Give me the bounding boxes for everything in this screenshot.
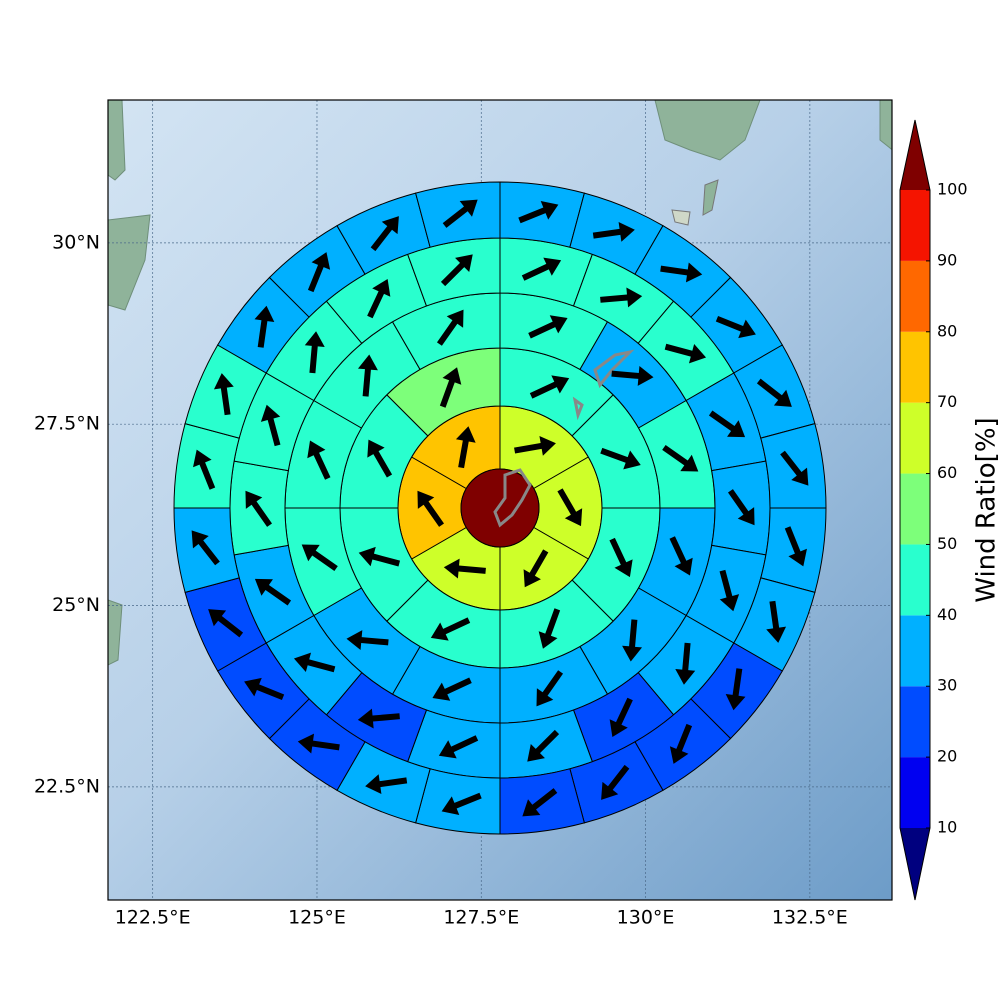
colorbar-segment xyxy=(900,332,930,403)
colorbar-tick-label: 50 xyxy=(937,534,957,553)
y-tick-label: 27.5°N xyxy=(34,413,100,435)
colorbar-segment xyxy=(900,544,930,615)
sectors xyxy=(174,182,826,834)
x-tick-label: 132.5°E xyxy=(772,907,848,929)
y-tick-label: 25°N xyxy=(52,594,100,616)
colorbar: 10 20 30 40 50 60 70 80 90 100 xyxy=(900,120,968,900)
colorbar-tick-label: 40 xyxy=(937,605,957,624)
y-tick-label: 22.5°N xyxy=(34,775,100,797)
colorbar-tick-label: 10 xyxy=(937,818,957,837)
sector xyxy=(174,424,239,508)
colorbar-segment xyxy=(900,686,930,757)
x-tick-label: 127.5°E xyxy=(443,907,519,929)
sector xyxy=(761,508,826,592)
colorbar-tick-label: 100 xyxy=(937,180,968,199)
sector xyxy=(500,182,584,247)
x-tick-label: 130°E xyxy=(617,907,675,929)
colorbar-segment xyxy=(900,757,930,828)
colorbar-tick-label: 30 xyxy=(937,676,957,695)
colorbar-segment xyxy=(900,190,930,261)
land xyxy=(108,100,125,180)
colorbar-tick-label: 60 xyxy=(937,463,957,482)
sector xyxy=(416,769,500,834)
colorbar-segment xyxy=(900,261,930,332)
colorbar-tick-label: 90 xyxy=(937,250,957,269)
colorbar-segment xyxy=(900,403,930,474)
colorbar-extend-max xyxy=(900,120,930,190)
colorbar-extend-min xyxy=(900,828,930,900)
x-tick-label: 125°E xyxy=(288,907,346,929)
colorbar-tick-label: 20 xyxy=(937,747,957,766)
colorbar-tick-label: 70 xyxy=(937,392,957,411)
colorbar-segment xyxy=(900,615,930,686)
y-tick-label: 30°N xyxy=(52,231,100,253)
x-tick-label: 122.5°E xyxy=(115,907,191,929)
colorbar-label: Wind Ratio[%] xyxy=(972,417,1000,602)
colorbar-segment xyxy=(900,474,930,545)
colorbar-tick-label: 80 xyxy=(937,321,957,340)
